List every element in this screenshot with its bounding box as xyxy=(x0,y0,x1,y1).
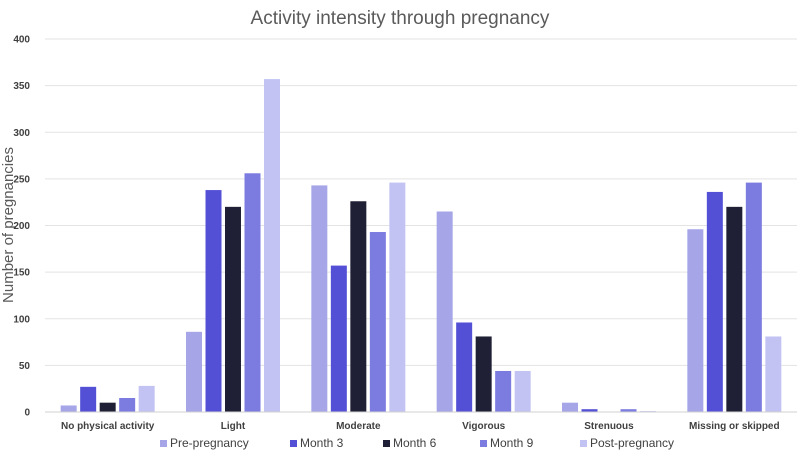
bar xyxy=(475,336,492,412)
legend-swatch xyxy=(160,440,167,447)
bar xyxy=(311,185,328,412)
bar xyxy=(186,331,202,412)
legend-label: Month 9 xyxy=(490,436,534,450)
bar xyxy=(138,385,155,412)
y-tick-label: 200 xyxy=(13,221,30,232)
legend-label: Month 3 xyxy=(300,436,344,450)
x-category-label: Strenuous xyxy=(584,421,634,432)
bar xyxy=(389,182,406,412)
bar xyxy=(60,405,77,412)
x-category-label: Vigorous xyxy=(462,421,506,432)
legend-label: Post-pregnancy xyxy=(590,436,674,450)
chart-title: Activity intensity through pregnancy xyxy=(251,8,550,29)
legend-item: Month 9 xyxy=(480,436,534,450)
bar xyxy=(225,206,241,412)
x-category-label: Light xyxy=(221,421,246,432)
y-tick-label: 350 xyxy=(13,81,30,92)
bar xyxy=(514,370,531,412)
x-category-label: Missing or skipped xyxy=(689,421,780,432)
y-tick-label: 250 xyxy=(13,174,30,185)
x-category-label: No physical activity xyxy=(61,421,155,432)
bars xyxy=(60,79,782,412)
legend-swatch xyxy=(480,440,487,447)
bar xyxy=(726,206,743,412)
y-axis-ticks: 0 50 100 150 200 250 300 350 400 xyxy=(13,35,30,419)
bar xyxy=(244,173,261,412)
legend-swatch xyxy=(290,440,297,447)
bar xyxy=(687,229,704,412)
y-tick-label: 100 xyxy=(13,314,30,325)
legend-swatch xyxy=(383,440,390,447)
legend: Pre-pregnancy Month 3 Month 6 Month 9 Post-p… xyxy=(160,436,674,450)
bar xyxy=(436,211,453,412)
legend-item: Post-pregnancy xyxy=(580,436,674,450)
y-axis-label: Number of pregnancies xyxy=(0,147,17,303)
y-tick-label: 0 xyxy=(24,408,30,419)
y-tick-label: 50 xyxy=(19,361,31,372)
y-tick-label: 400 xyxy=(13,35,30,46)
bar xyxy=(620,409,637,412)
legend-label: Month 6 xyxy=(393,436,437,450)
legend-item: Month 3 xyxy=(290,436,344,450)
bar xyxy=(495,370,512,412)
bar xyxy=(119,398,136,412)
bar xyxy=(99,402,116,412)
legend-swatch xyxy=(580,440,587,447)
x-category-label: Moderate xyxy=(336,421,381,432)
bar xyxy=(581,409,598,412)
y-tick-label: 150 xyxy=(13,268,30,279)
bar xyxy=(80,386,97,412)
legend-item: Pre-pregnancy xyxy=(160,436,249,450)
bar xyxy=(264,79,280,412)
bar xyxy=(205,190,222,412)
legend-label: Pre-pregnancy xyxy=(170,436,249,450)
bar xyxy=(765,336,782,412)
gridlines xyxy=(45,38,797,366)
bar xyxy=(350,201,367,412)
bar xyxy=(706,191,723,412)
y-tick-label: 300 xyxy=(13,128,30,139)
bar xyxy=(745,182,762,412)
legend-item: Month 6 xyxy=(383,436,437,450)
bar xyxy=(562,402,578,412)
bar xyxy=(330,265,347,412)
bar xyxy=(369,232,386,412)
x-axis-categories: No physical activity Light Moderate Vigorou… xyxy=(61,421,780,432)
bar xyxy=(456,322,473,412)
